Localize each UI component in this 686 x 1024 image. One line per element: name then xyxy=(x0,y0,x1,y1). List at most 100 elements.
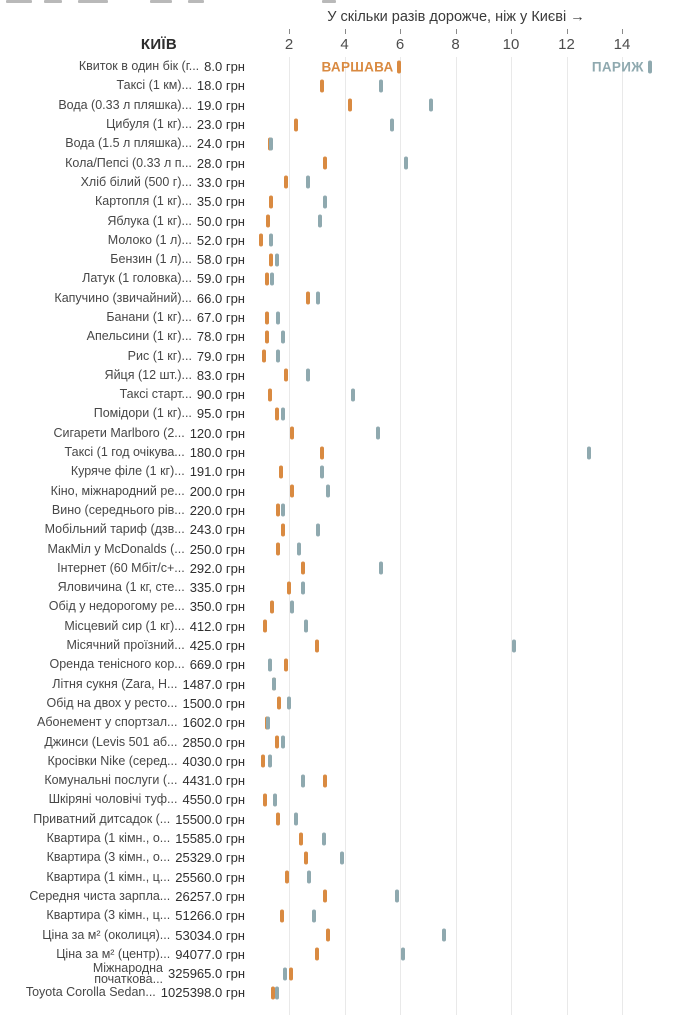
paris-marker xyxy=(281,735,286,749)
row-label-cell: Ціна за м² (околиця)... 53034.0 грн xyxy=(0,928,250,943)
table-row: Інтернет (60 Мбіт/с+... 292.0 грн xyxy=(0,559,686,578)
item-name: Молоко (1 л)... xyxy=(107,232,192,247)
warsaw-marker xyxy=(284,175,289,189)
item-name: Літня сукня (Zara, H... xyxy=(52,676,178,691)
paris-marker xyxy=(281,330,286,344)
row-label-cell: Капучино (звичайний)... 66.0 грн xyxy=(0,291,250,306)
item-price: 350.0 грн xyxy=(189,599,245,615)
row-plot-cell xyxy=(250,539,686,558)
item-price: 51266.0 грн xyxy=(175,908,245,924)
warsaw-marker xyxy=(278,465,283,479)
row-label-cell: Місцевий сир (1 кг)... 412.0 грн xyxy=(0,619,250,634)
warsaw-marker xyxy=(270,986,275,1000)
table-row: Квартира (3 кімн., ц... 51266.0 грн xyxy=(0,906,686,925)
row-label-cell: Вода (1.5 л пляшка)... 24.0 грн xyxy=(0,136,250,151)
item-price: 180.0 грн xyxy=(189,445,245,461)
paris-marker xyxy=(442,928,447,942)
axis-tickmark xyxy=(289,29,290,34)
table-row: Вода (0.33 л пляшка)... 19.0 грн xyxy=(0,96,686,115)
table-row: Хліб білий (500 г)... 33.0 грн xyxy=(0,173,686,192)
table-row: Середня чиста зарпла... 26257.0 грн xyxy=(0,887,686,906)
row-label-cell: Джинси (Levis 501 аб... 2850.0 грн xyxy=(0,735,250,750)
paris-marker xyxy=(306,368,311,382)
table-row: Toyota Corolla Sedan... 1025398.0 грн xyxy=(0,983,686,1002)
paris-legend-label: ПАРИЖ xyxy=(591,59,644,75)
item-price: 94077.0 грн xyxy=(175,946,245,962)
paris-marker xyxy=(281,407,286,421)
row-label-cell: Міжнародна початкова... 325965.0 грн xyxy=(0,961,250,985)
row-plot-cell xyxy=(250,76,686,95)
table-row: Мобільний тариф (дзв... 243.0 грн xyxy=(0,520,686,539)
item-name: Оренда тенісного кор... xyxy=(49,657,185,672)
item-name: МакМіл у McDonalds (... xyxy=(47,541,185,556)
warsaw-marker xyxy=(303,851,308,865)
paris-marker xyxy=(395,889,400,903)
item-name: Рис (1 кг)... xyxy=(127,348,192,363)
warsaw-marker xyxy=(275,542,280,556)
row-plot-cell xyxy=(250,346,686,365)
paris-marker xyxy=(267,754,272,768)
item-name: Мобільний тариф (дзв... xyxy=(44,522,185,537)
paris-marker xyxy=(296,542,301,556)
table-row: Таксі старт... 90.0 грн xyxy=(0,385,686,404)
item-price: 8.0 грн xyxy=(204,59,245,75)
paris-marker xyxy=(300,581,305,595)
warsaw-marker xyxy=(314,639,319,653)
item-name: Джинси (Levis 501 аб... xyxy=(44,734,178,749)
warsaw-marker xyxy=(275,812,280,826)
item-name: Картопля (1 кг)... xyxy=(94,194,192,209)
item-name: Шкіряні чоловічі туф... xyxy=(48,792,178,807)
row-plot-cell xyxy=(250,867,686,886)
gridline xyxy=(344,57,346,1015)
warsaw-marker xyxy=(260,754,265,768)
item-price: 67.0 грн xyxy=(196,310,245,325)
item-price: 35.0 грн xyxy=(196,194,245,210)
item-price: 4030.0 грн xyxy=(182,753,245,769)
row-label-cell: Хліб білий (500 г)... 33.0 грн xyxy=(0,175,250,190)
row-plot-cell xyxy=(250,964,686,983)
row-plot-cell xyxy=(250,771,686,790)
item-name: Латук (1 головка)... xyxy=(82,271,192,286)
table-row: Яловичина (1 кг, сте... 335.0 грн xyxy=(0,578,686,597)
item-price: 1500.0 грн xyxy=(182,695,245,711)
paris-marker xyxy=(293,812,298,826)
row-label-cell: Обід на двох у ресто... 1500.0 грн xyxy=(0,696,250,711)
paris-marker xyxy=(268,137,273,151)
item-name: Обід у недорогому ре... xyxy=(48,599,185,614)
paris-marker xyxy=(375,426,380,440)
row-plot-cell xyxy=(250,559,686,578)
row-plot-cell xyxy=(250,810,686,829)
item-price: 18.0 грн xyxy=(196,78,245,94)
item-name: Капучино (звичайний)... xyxy=(54,290,192,305)
item-name: Кола/Пепсі (0.33 л п... xyxy=(65,155,192,170)
item-price: 292.0 грн xyxy=(189,560,245,576)
item-name: Кіно, міжнародний ре... xyxy=(50,483,185,498)
axis-tick-label: 8 xyxy=(451,36,460,53)
row-label-cell: Апельсини (1 кг)... 78.0 грн xyxy=(0,329,250,344)
row-label-cell: Кросівки Nike (серед... 4030.0 грн xyxy=(0,754,250,769)
warsaw-marker xyxy=(268,253,273,267)
warsaw-marker xyxy=(274,735,279,749)
table-row: Ціна за м² (центр)... 94077.0 грн xyxy=(0,945,686,964)
paris-marker xyxy=(281,503,286,517)
row-plot-cell xyxy=(250,462,686,481)
row-label-cell: Вода (0.33 л пляшка)... 19.0 грн xyxy=(0,98,250,113)
row-label-cell: Кола/Пепсі (0.33 л п... 28.0 грн xyxy=(0,156,250,171)
axis-tickmark xyxy=(622,29,623,34)
warsaw-marker xyxy=(281,523,286,537)
table-row: Апельсини (1 кг)... 78.0 грн xyxy=(0,327,686,346)
row-plot-cell xyxy=(250,289,686,308)
row-plot-cell xyxy=(250,231,686,250)
paris-marker xyxy=(273,793,278,807)
table-row: Банани (1 кг)... 67.0 грн xyxy=(0,308,686,327)
item-price: 191.0 грн xyxy=(189,464,245,480)
table-row: Цибуля (1 кг)... 23.0 грн xyxy=(0,115,686,134)
paris-marker xyxy=(317,214,322,228)
warsaw-marker xyxy=(289,426,294,440)
paris-marker xyxy=(325,484,330,498)
item-price: 250.0 грн xyxy=(189,541,245,557)
paris-marker xyxy=(378,561,383,575)
axis-tickmark xyxy=(511,29,512,34)
warsaw-marker xyxy=(293,118,298,132)
